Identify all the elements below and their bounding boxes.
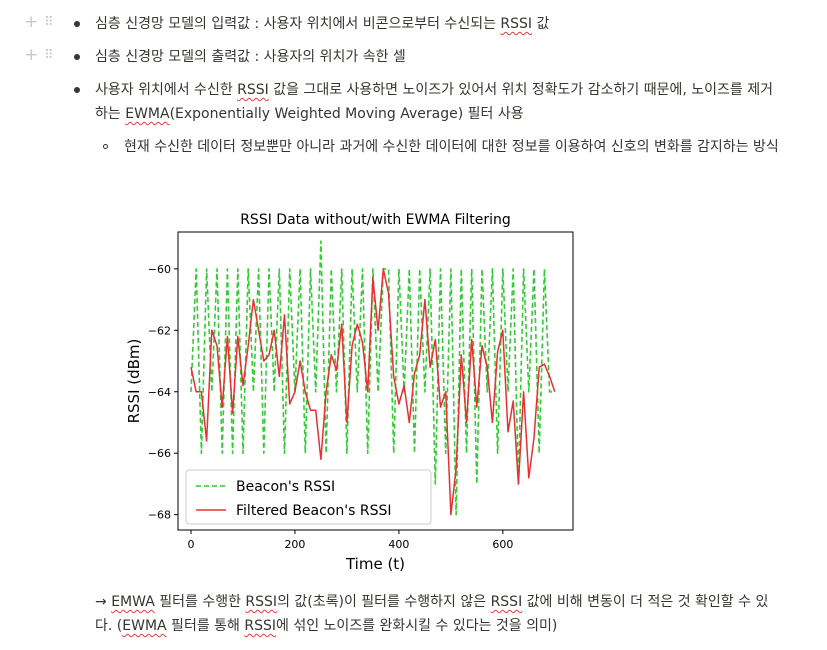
bullet-dot	[74, 21, 80, 27]
series-line-1	[190, 268, 556, 516]
block-handle[interactable]: + ⠿	[24, 45, 58, 65]
bullet-text-output[interactable]: 심층 신경망 모델의 출력값 : 사용자의 위치가 속한 셀	[95, 49, 406, 65]
x-tick-label: 400	[388, 538, 409, 551]
block-handle[interactable]: + ⠿	[24, 12, 58, 32]
x-tick-label: 200	[284, 538, 305, 551]
bullet-block-ewma: 사용자 위치에서 수신한 RSSI 값을 그대로 사용하면 노이즈가 있어서 위…	[0, 78, 827, 128]
conclusion-text[interactable]: → EMWA 필터를 수행한 RSSI의 값(초록)이 필터를 수행하지 않은 …	[95, 594, 769, 634]
bullet-block-output: + ⠿ 심층 신경망 모델의 출력값 : 사용자의 위치가 속한 셀	[0, 45, 827, 71]
sub-bullet-circle	[103, 144, 108, 149]
drag-handle-icon[interactable]: ⠿	[44, 15, 53, 30]
sub-bullet-text[interactable]: 현재 수신한 데이터 정보뿐만 아니라 과거에 수신한 데이터에 대한 정보를 …	[124, 139, 779, 155]
y-axis-label: RSSI (dBm)	[125, 339, 143, 424]
legend-label-1: Filtered Beacon's RSSI	[236, 503, 391, 519]
bullet-text-ewma[interactable]: 사용자 위치에서 수신한 RSSI 값을 그대로 사용하면 노이즈가 있어서 위…	[95, 82, 773, 122]
rssi-chart: RSSI Data without/with EWMA Filtering 0 20…	[125, 212, 574, 573]
x-tick-label: 0	[187, 538, 194, 551]
plus-icon[interactable]: +	[24, 45, 39, 65]
x-tick-label: 600	[492, 538, 513, 551]
y-tick-label: −60	[148, 263, 171, 276]
bullet-text-input[interactable]: 심층 신경망 모델의 입력값 : 사용자 위치에서 비콘으로부터 수신되는 RS…	[95, 16, 550, 32]
sub-bullet-block: 현재 수신한 데이터 정보뿐만 아니라 과거에 수신한 데이터에 대한 정보를 …	[0, 135, 827, 185]
conclusion-block: → EMWA 필터를 수행한 RSSI의 값(초록)이 필터를 수행하지 않은 …	[0, 590, 827, 640]
plus-icon[interactable]: +	[24, 12, 39, 32]
y-tick-label: −62	[148, 324, 171, 337]
y-tick-label: −66	[148, 447, 171, 460]
chart-title: RSSI Data without/with EWMA Filtering	[240, 212, 511, 228]
y-tick-label: −68	[148, 509, 171, 522]
y-tick-label: −64	[148, 386, 171, 399]
series-line-0	[190, 240, 555, 516]
legend-box	[185, 469, 432, 525]
bullet-block-input: + ⠿ 심층 신경망 모델의 입력값 : 사용자 위치에서 비콘으로부터 수신되…	[0, 12, 827, 38]
bullet-dot	[74, 54, 80, 60]
legend-label-0: Beacon's RSSI	[236, 479, 335, 495]
x-axis-label: Time (t)	[345, 555, 405, 573]
drag-handle-icon[interactable]: ⠿	[44, 48, 53, 63]
bullet-dot	[74, 87, 80, 93]
plot-frame	[177, 231, 574, 531]
